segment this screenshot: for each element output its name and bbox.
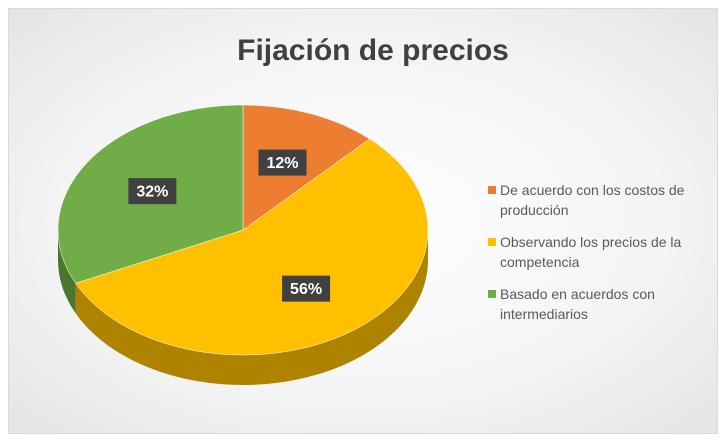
legend-item: Observando los precios de la competencia (488, 232, 703, 272)
slice (75, 138, 429, 356)
legend-label: Observando los precios de la competencia (500, 234, 682, 270)
data-label: 32% (136, 183, 168, 200)
legend: De acuerdo con los costos de producción O… (488, 180, 703, 336)
chart-title: Fijación de precios (237, 34, 509, 67)
data-label-box (282, 275, 331, 302)
pie-slices (57, 104, 429, 356)
data-label-box (128, 178, 177, 205)
legend-item: Basado en acuerdos con intermediarios (488, 284, 703, 324)
legend-label: De acuerdo con los costos de producción (500, 182, 685, 218)
legend-label: Basado en acuerdos con intermediarios (500, 286, 655, 322)
data-label-box (258, 149, 307, 176)
pie-sides (58, 230, 428, 385)
data-labels: 12% 56% 32% (128, 149, 331, 302)
slice-side (75, 230, 428, 385)
data-label: 56% (290, 281, 322, 298)
legend-swatch (488, 186, 496, 194)
legend-item: De acuerdo con los costos de producción (488, 180, 703, 220)
legend-swatch (488, 290, 496, 298)
data-label: 12% (266, 155, 298, 172)
slice-side (58, 230, 76, 314)
legend-swatch (488, 238, 496, 246)
